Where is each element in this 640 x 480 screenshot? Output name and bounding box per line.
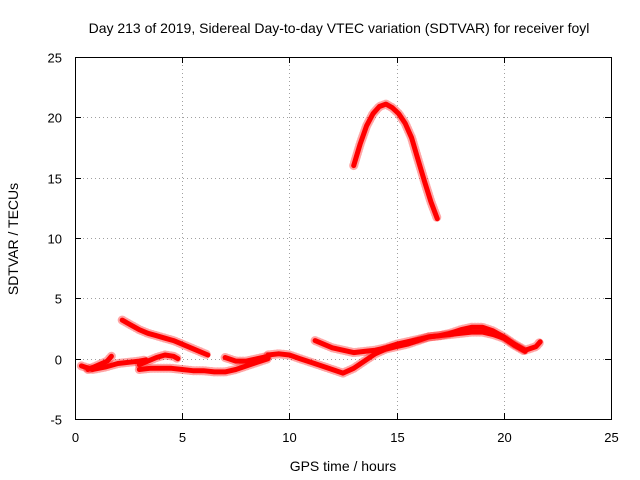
series-band-arc-8 <box>310 327 530 358</box>
series-band-arc-4 <box>134 354 273 377</box>
series-band-arc-2 <box>83 351 116 374</box>
series-band-arc-3 <box>117 315 213 360</box>
series-line-arc-8 <box>312 329 528 356</box>
y-tick-label: -5 <box>50 413 62 428</box>
series-group <box>76 99 545 378</box>
x-tick-label: 5 <box>179 430 186 445</box>
series-band-arc-5 <box>134 350 183 370</box>
y-axis-label: SDTVAR / TECUs <box>5 183 21 295</box>
series-line-arc-5 <box>136 352 181 368</box>
x-tick-label: 15 <box>390 430 404 445</box>
x-tick-label: 0 <box>72 430 79 445</box>
x-tick-label: 10 <box>282 430 296 445</box>
y-tick-label: 20 <box>48 111 62 126</box>
grid <box>75 57 611 419</box>
series-line-arc-3 <box>119 317 211 358</box>
series-band-arc-9 <box>349 99 442 224</box>
chart-title: Day 213 of 2019, Sidereal Day-to-day VTE… <box>89 20 590 36</box>
y-tick-label: 10 <box>48 232 62 247</box>
ticks: 0 5 10 15 20 25 -5 0 5 10 15 20 25 <box>48 51 619 446</box>
y-tick-label: 0 <box>55 353 62 368</box>
series-line-arc-9 <box>351 101 440 222</box>
y-tick-label: 5 <box>55 292 62 307</box>
y-tick-label: 15 <box>48 172 62 187</box>
x-tick-label: 20 <box>497 430 511 445</box>
series-line-arc-4 <box>136 356 271 375</box>
x-tick-label: 25 <box>604 430 618 445</box>
series-band-arc-6 <box>220 351 273 366</box>
x-axis-label: GPS time / hours <box>290 458 397 474</box>
series-line-arc-6 <box>222 353 271 364</box>
y-tick-label: 25 <box>48 51 62 66</box>
series-line-arc-2 <box>85 353 114 372</box>
